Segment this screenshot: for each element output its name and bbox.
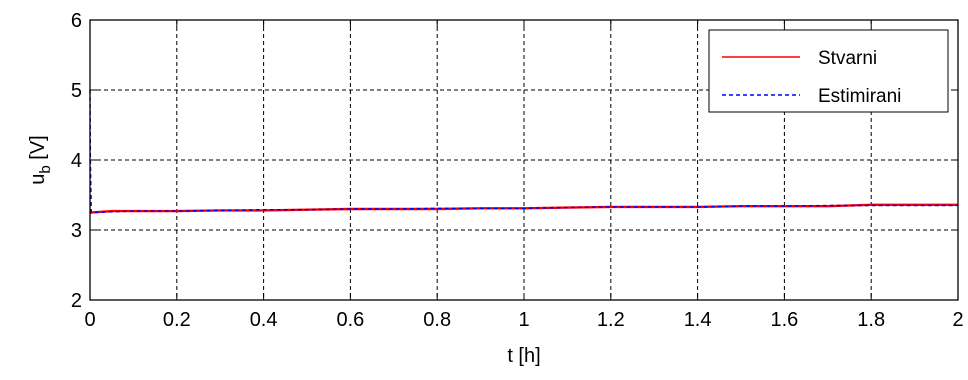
x-tick-label: 1.4: [684, 309, 712, 331]
x-tick-label: 2: [952, 309, 963, 331]
axis-ticks: 0 0.2 0.4 0.6 0.8 1 1.2 1.4 1.6 1.8 2 2 3 4 5 6: [71, 10, 964, 331]
x-tick-label: 0.8: [423, 309, 451, 331]
legend-box: [708, 29, 949, 113]
y-tick-label: 4: [71, 150, 82, 172]
x-tick-label: 1.6: [770, 309, 798, 331]
legend-label-stvarni: Stvarni: [818, 48, 877, 69]
x-tick-label: 1: [518, 309, 529, 331]
x-tick-label: 0.4: [250, 309, 278, 331]
y-axis-label-subscript: b: [37, 165, 54, 173]
legend-label-estimirani: Estimirani: [818, 86, 901, 107]
series-layer: [89, 89, 958, 215]
y-axis-label-unit: [V]: [27, 135, 49, 165]
x-tick-label: 0.6: [336, 309, 364, 331]
legend: Stvarni Estimirani: [708, 29, 949, 113]
x-tick-label: 0: [84, 309, 95, 331]
series-line-estimirani: [89, 89, 958, 214]
x-tick-label: 1.8: [857, 309, 885, 331]
y-axis-label: ub [V]: [27, 135, 54, 184]
x-tick-label: 1.2: [597, 309, 625, 331]
y-tick-label: 3: [71, 220, 82, 242]
y-axis-label-main: u: [27, 174, 49, 185]
y-tick-label: 6: [71, 10, 82, 32]
x-axis-label: t [h]: [507, 345, 540, 367]
x-tick-label: 0.2: [163, 309, 191, 331]
y-tick-label: 5: [71, 80, 82, 102]
y-tick-label: 2: [71, 290, 82, 312]
